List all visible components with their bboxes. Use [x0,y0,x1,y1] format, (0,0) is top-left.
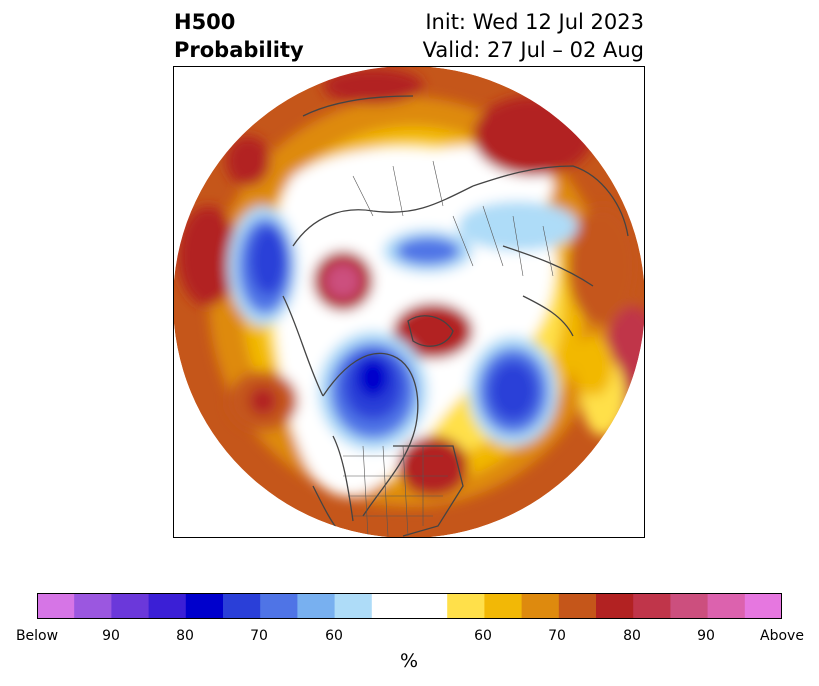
colorbar-cell [37,593,75,619]
colorbar [37,593,782,619]
map-frame [173,66,645,538]
title-variable: H500 [174,10,236,34]
colorbar-tick-label: 70 [548,628,566,644]
colorbar-cell [558,593,597,619]
title-right: Init: Wed 12 Jul 2023 Valid: 27 Jul – 02… [423,8,644,64]
colorbar-cell [521,593,560,619]
colorbar-cell [633,593,671,619]
colorbar-tick-label: Above [760,628,804,644]
title-left: H500 Probability [174,8,304,64]
colorbar-cell [222,593,261,619]
colorbar-cell [596,593,634,619]
borders [343,160,554,537]
colorbar-cell [371,593,448,619]
colorbar-cell [185,593,224,619]
colorbar-tick-label: 60 [325,628,343,644]
colorbar-cell [148,593,187,619]
colorbar-cell [260,593,298,619]
colorbar-cell [447,593,485,619]
colorbar-tick-label: 80 [176,628,194,644]
colorbar-cell [74,593,112,619]
colorbar-cell [744,593,782,619]
colorbar-tick-label: 70 [250,628,268,644]
colorbar-unit: % [399,650,419,672]
colorbar-cell [111,593,150,619]
colorbar-tick-label: 80 [623,628,641,644]
coastlines [282,95,629,537]
probability-field [173,66,645,538]
colorbar-cell [670,593,709,619]
colorbar-cell [707,593,746,619]
colorbar-tick-label: 90 [697,628,715,644]
valid-range: Valid: 27 Jul – 02 Aug [422,38,644,62]
colorbar-tick-label: Below [15,628,59,644]
colorbar-tick-label: 90 [102,628,120,644]
colorbar-cell [334,593,373,619]
init-date: Init: Wed 12 Jul 2023 [425,10,644,34]
title-product: Probability [174,38,304,62]
probability-map [173,66,645,538]
colorbar-cell [297,593,336,619]
colorbar-tick-label: 60 [474,628,492,644]
colorbar-cell [484,593,523,619]
